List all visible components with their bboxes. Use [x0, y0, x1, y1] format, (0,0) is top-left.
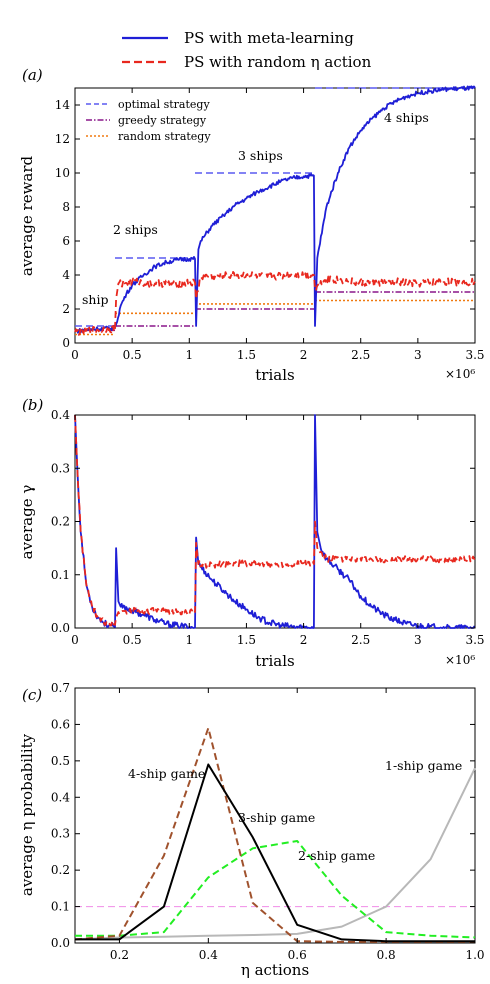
panel-b-ytick-label: 0.1 — [51, 568, 70, 582]
panel-a-xtick-label: 1.5 — [237, 348, 256, 362]
panel-b-frame — [74, 414, 476, 629]
panel-b-ytick-label: 0.0 — [51, 621, 70, 635]
panel-b-ytick-label: 0.3 — [51, 461, 70, 475]
series-b-ps-with-random-action — [74, 414, 476, 627]
series-a-ps-with-meta-learning — [74, 85, 476, 334]
series-c-2-ship-game — [75, 840, 476, 939]
panel-c-xtick-label: 0.2 — [110, 948, 129, 962]
panel-a-label: (a) — [22, 66, 43, 84]
panel-c-xtick-label: 0.6 — [288, 948, 307, 962]
panel-c-ytick-label: 0.5 — [51, 754, 70, 768]
panel-c-xtick-label: 0.4 — [199, 948, 218, 962]
panel-c-ytick-label: 0.7 — [51, 681, 70, 695]
annotation-4-ships: 4 ships — [384, 110, 429, 125]
panel-a-xtick-label: 0.5 — [123, 348, 142, 362]
panel-a-xtick-label: 1 — [185, 348, 193, 362]
inset-label-greedy: greedy strategy — [118, 114, 207, 127]
panel-b-xtick-label: 2 — [300, 633, 308, 647]
series-b-ps-with-meta-learning — [74, 414, 476, 629]
panel-b-label: (b) — [22, 396, 43, 414]
panel-b-xlabel: trials — [255, 652, 294, 670]
annotation-2-ship-game: 2-ship game — [298, 848, 375, 863]
panel-c-xtick-label: 1.0 — [465, 948, 484, 962]
panel-c-ytick-label: 0.6 — [51, 717, 70, 731]
panel-c: (c) 0.2 0.4 0.6 0.8 1.0 0.0 0.1 0.2 0.3 0.4 0.5 0.6… — [18, 681, 485, 979]
panel-b-xtick-label: 1.5 — [237, 633, 256, 647]
inset-label-optimal: optimal strategy — [118, 98, 210, 111]
panel-b-x-multiplier: ×10⁶ — [445, 653, 475, 667]
annotation-3-ships: 3 ships — [238, 148, 283, 163]
legend-label-random: PS with random η action — [184, 53, 372, 71]
inset-label-random: random strategy — [118, 130, 211, 143]
annotation-1-ship-game: 1-ship game — [385, 758, 462, 773]
panel-a-xtick-label: 3 — [414, 348, 422, 362]
panel-b-xtick-label: 0 — [71, 633, 79, 647]
panel-c-ytick-label: 0.1 — [51, 900, 70, 914]
panel-b-ylabel: average γ — [18, 485, 36, 560]
panel-a-ytick-label: 4 — [62, 268, 70, 282]
panel-a-ytick-label: 10 — [55, 166, 70, 180]
panel-c-ylabel: average η probability — [18, 733, 36, 896]
panel-a-ytick-label: 12 — [55, 132, 70, 146]
annotation-ship: ship — [82, 292, 108, 307]
figure-legend: PS with meta-learning PS with random η a… — [122, 29, 372, 71]
panel-a-ylabel: average reward — [18, 155, 36, 276]
panel-c-ytick-label: 0.0 — [51, 936, 70, 950]
panel-a: (a) 0 0.5 1 1.5 2 2.5 3 3.5 0 2 4 6 8 10 12 14 trials ×… — [18, 66, 485, 384]
legend-label-meta: PS with meta-learning — [184, 29, 354, 47]
panel-b-xtick-label: 3 — [414, 633, 422, 647]
panel-a-x-multiplier: ×10⁶ — [445, 367, 475, 381]
panel-c-ytick-label: 0.2 — [51, 863, 70, 877]
panel-a-frame — [74, 87, 476, 344]
panel-a-inset-legend: optimal strategy greedy strategy random … — [86, 98, 211, 143]
panel-a-ytick-label: 14 — [55, 98, 71, 112]
panel-c-label: (c) — [22, 686, 42, 704]
panel-c-xlabel: η actions — [241, 961, 309, 979]
series-c-3-ship-game — [75, 763, 475, 943]
panel-c-xtick-label: 0.8 — [377, 948, 396, 962]
panel-b: (b) 0 0.5 1 1.5 2 2.5 3 3.5 0.0 0.1 0.2 0.3 0.4 tria… — [18, 396, 485, 670]
panel-a-xtick-label: 3.5 — [465, 348, 484, 362]
panel-a-xtick-label: 2.5 — [351, 348, 370, 362]
panel-a-xlabel: trials — [255, 366, 294, 384]
panel-a-ytick-label: 2 — [62, 302, 70, 316]
panel-b-xtick-label: 3.5 — [465, 633, 484, 647]
panel-a-ytick-label: 8 — [62, 200, 70, 214]
annotation-3-ship-game: 3-ship game — [238, 810, 315, 825]
panel-a-ytick-label: 0 — [62, 336, 70, 350]
annotation-4-ship-game: 4-ship game — [128, 766, 205, 781]
annotation-2-ships: 2 ships — [113, 222, 158, 237]
panel-b-xtick-label: 0.5 — [123, 633, 142, 647]
panel-b-ytick-label: 0.2 — [51, 515, 70, 529]
panel-b-xtick-label: 2.5 — [351, 633, 370, 647]
panel-c-ytick-label: 0.3 — [51, 827, 70, 841]
panel-a-xtick-label: 0 — [71, 348, 79, 362]
panel-a-ytick-label: 6 — [62, 234, 70, 248]
series-c-1-ship-game — [74, 767, 476, 941]
series-a-ps-with-random-action — [74, 271, 476, 336]
panel-b-xtick-label: 1 — [185, 633, 193, 647]
panel-a-xtick-label: 2 — [300, 348, 308, 362]
panel-c-frame — [74, 687, 476, 944]
panel-c-ytick-label: 0.4 — [51, 790, 70, 804]
panel-b-ytick-label: 0.4 — [51, 408, 70, 422]
